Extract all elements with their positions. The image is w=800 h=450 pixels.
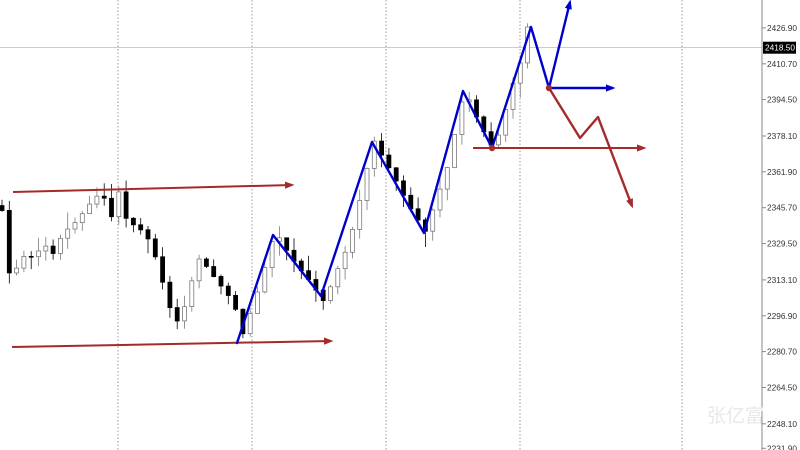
- svg-text:2248.10: 2248.10: [767, 419, 797, 429]
- svg-text:2296.90: 2296.90: [767, 311, 797, 321]
- svg-text:2264.50: 2264.50: [767, 383, 797, 393]
- svg-text:2418.50: 2418.50: [765, 43, 795, 53]
- svg-text:张亿富: 张亿富: [707, 405, 764, 427]
- svg-text:2345.70: 2345.70: [767, 203, 797, 213]
- svg-text:2329.50: 2329.50: [767, 239, 797, 249]
- svg-text:2394.50: 2394.50: [767, 95, 797, 105]
- svg-text:2378.10: 2378.10: [767, 131, 797, 141]
- svg-text:2410.70: 2410.70: [767, 59, 797, 69]
- svg-text:2313.10: 2313.10: [767, 275, 797, 285]
- svg-text:2280.70: 2280.70: [767, 347, 797, 357]
- svg-text:2426.90: 2426.90: [767, 23, 797, 33]
- svg-text:2361.90: 2361.90: [767, 167, 797, 177]
- svg-text:2231.90: 2231.90: [767, 444, 797, 450]
